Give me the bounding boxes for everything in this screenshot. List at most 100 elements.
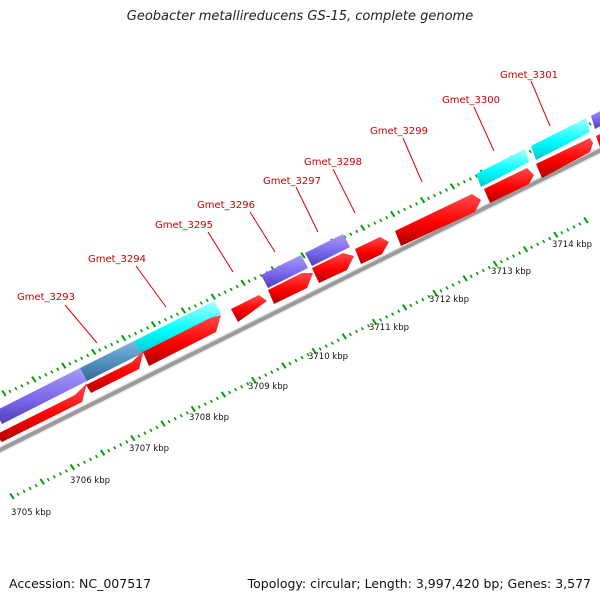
leader-line [332, 168, 356, 214]
minor-tick [566, 228, 570, 232]
minor-tick [367, 224, 371, 228]
minor-tick [487, 265, 491, 270]
major-tick [341, 333, 347, 340]
minor-tick [536, 242, 540, 247]
minor-tick [139, 328, 144, 333]
major-tick [39, 478, 45, 485]
gene-label: Gmet_3299 [370, 126, 428, 137]
minor-tick [530, 245, 534, 250]
major-tick [371, 318, 378, 326]
genome-backbone [0, 146, 600, 454]
major-tick [311, 347, 317, 355]
minor-tick [145, 326, 150, 330]
cds-arrow [484, 168, 534, 203]
minor-tick [385, 315, 389, 319]
major-tick [402, 304, 408, 311]
minor-tick [421, 297, 425, 302]
minor-tick [360, 326, 364, 331]
minor-tick [38, 375, 42, 380]
cog-track [0, 111, 600, 424]
cog-block-purple-right [591, 111, 600, 129]
minor-tick [343, 235, 347, 239]
minor-tick [80, 356, 84, 361]
cog-block-steel [80, 341, 141, 381]
major-tick [31, 376, 37, 383]
cds-arrow [536, 138, 593, 178]
major-tick [91, 348, 97, 356]
major-tick [553, 231, 559, 238]
minor-tick [185, 411, 189, 415]
cog-block-purple [0, 368, 87, 424]
major-tick [462, 275, 468, 282]
scale-label: 3709 kbp [248, 382, 288, 392]
minor-tick [462, 180, 466, 184]
minor-tick [354, 329, 358, 334]
minor-tick [409, 303, 413, 308]
minor-tick [22, 489, 26, 494]
minor-tick [56, 367, 60, 372]
minor-tick [445, 286, 449, 290]
cds-arrow [268, 273, 313, 304]
minor-tick [234, 387, 238, 392]
cds-arrow [596, 134, 600, 148]
minor-tick [397, 210, 401, 214]
leader-line [135, 265, 167, 308]
minor-tick [403, 207, 407, 212]
minor-tick [179, 414, 183, 418]
minor-tick [197, 405, 201, 409]
minor-tick [415, 300, 419, 305]
minor-tick [409, 204, 413, 209]
major-tick [9, 492, 15, 500]
minor-tick [8, 389, 12, 394]
cog-block-purple-3297 [305, 234, 350, 266]
gene-label: Gmet_3297 [263, 176, 321, 187]
cds-arrow [86, 350, 144, 393]
minor-tick [456, 182, 461, 187]
minor-tick [26, 381, 30, 385]
major-tick [220, 391, 227, 398]
gene-label: Gmet_3295 [155, 220, 213, 231]
minor-tick [432, 193, 437, 198]
minor-tick [373, 221, 377, 225]
minor-tick [199, 301, 203, 305]
major-tick [449, 183, 456, 190]
minor-tick [52, 475, 56, 479]
minor-tick [475, 271, 479, 276]
cds-arrow [312, 253, 354, 283]
minor-tick [306, 352, 310, 357]
major-tick [190, 405, 196, 413]
minor-tick [572, 225, 576, 229]
minor-tick [227, 390, 232, 395]
minor-tick [474, 174, 478, 179]
minor-tick [229, 287, 233, 292]
cds-arrow [0, 383, 87, 442]
major-tick [150, 321, 157, 328]
scale-labels: 3705 kbp 3706 kbp 3707 kbp 3708 kbp 3709… [11, 240, 592, 518]
minor-tick [116, 339, 120, 344]
minor-tick [451, 283, 455, 287]
map-title: Geobacter metallireducens GS-15, complet… [126, 9, 474, 24]
minor-tick [349, 232, 353, 236]
gene-label: Gmet_3294 [88, 254, 146, 265]
major-tick [240, 279, 246, 287]
major-tick [61, 362, 67, 369]
minor-tick [391, 312, 395, 316]
minor-tick [64, 469, 68, 473]
minor-tick [173, 416, 177, 421]
minor-tick [542, 239, 546, 244]
minor-tick [215, 396, 219, 401]
minor-tick [44, 373, 48, 377]
scale-label: 3706 kbp [70, 476, 110, 486]
minor-tick [163, 317, 168, 322]
minor-tick [528, 149, 532, 154]
major-tick [432, 289, 438, 297]
major-tick [1, 389, 7, 397]
scale-label: 3710 kbp [308, 352, 348, 362]
minor-tick [209, 399, 213, 404]
minor-tick [259, 273, 263, 278]
minor-tick [187, 306, 191, 311]
major-tick [360, 224, 366, 232]
scale-label: 3707 kbp [129, 444, 169, 454]
major-tick [180, 307, 187, 314]
